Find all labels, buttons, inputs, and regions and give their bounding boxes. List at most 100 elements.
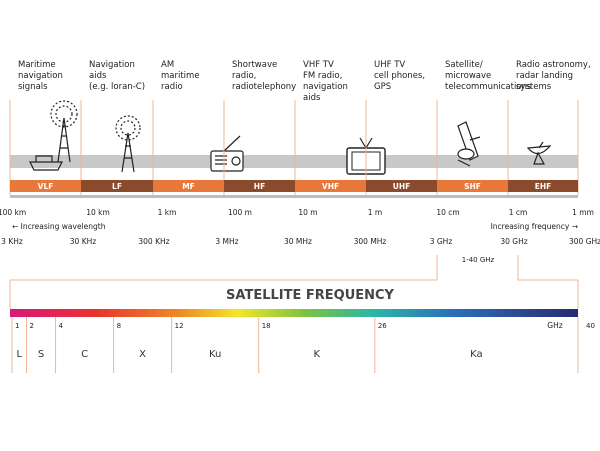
column-label: radio bbox=[161, 82, 183, 92]
dish-stand bbox=[533, 141, 546, 165]
unit-label: GHz bbox=[547, 321, 562, 330]
frequency-label: 3 KHz bbox=[1, 237, 23, 246]
satellite-dish bbox=[457, 148, 475, 160]
tick-label: 12 bbox=[175, 322, 184, 330]
column-label: GPS bbox=[374, 82, 391, 92]
band-block bbox=[10, 180, 81, 192]
dish-icon bbox=[526, 145, 552, 155]
column-label: signals bbox=[18, 82, 48, 92]
signal-icon bbox=[115, 115, 141, 141]
frequency-label: 300 GHz bbox=[569, 237, 600, 246]
tick-label: 1 bbox=[15, 322, 19, 330]
frequency-note: Increasing frequency → bbox=[491, 222, 578, 231]
range-bracket bbox=[9, 255, 579, 309]
wavelength-label: 10 cm bbox=[436, 208, 459, 217]
column-label: navigation bbox=[303, 82, 348, 92]
column-label: Satellite/ bbox=[445, 60, 483, 70]
frequency-label: 300 KHz bbox=[138, 237, 169, 246]
rainbow-bar bbox=[10, 309, 578, 317]
band-block bbox=[81, 180, 153, 192]
column-label: Radio astronomy, bbox=[516, 60, 591, 70]
column-label: Maritime bbox=[18, 60, 56, 70]
radio-icon bbox=[210, 150, 244, 172]
tick-label: 8 bbox=[117, 322, 121, 330]
column-label: AM bbox=[161, 60, 174, 70]
radio-antenna bbox=[215, 135, 241, 165]
band-block bbox=[224, 180, 295, 192]
band-block bbox=[437, 180, 508, 192]
column-label: maritime bbox=[161, 71, 200, 81]
bracket-left bbox=[10, 255, 438, 281]
band-label: VLF bbox=[38, 182, 54, 191]
tick-label: 40 bbox=[586, 322, 595, 330]
column-label: cell phones, bbox=[374, 71, 425, 81]
wavelength-label: 1 mm bbox=[572, 208, 594, 217]
column-label: Shortwave bbox=[232, 60, 277, 70]
column-label: microwave bbox=[445, 71, 491, 81]
tick-label: 4 bbox=[59, 322, 64, 330]
band-label: LF bbox=[112, 182, 122, 191]
frequency-label: 30 MHz bbox=[284, 237, 312, 246]
radio-dial bbox=[231, 156, 241, 166]
column-label: aids bbox=[89, 71, 107, 81]
column-label: UHF TV bbox=[374, 60, 405, 70]
column-label: navigation bbox=[18, 71, 63, 81]
band-block bbox=[508, 180, 578, 192]
column-label: radiotelephony bbox=[232, 82, 296, 92]
wavelength-label: 10 km bbox=[86, 208, 110, 217]
frequency-label: 30 GHz bbox=[500, 237, 527, 246]
band-label: SHF bbox=[464, 182, 481, 191]
column-label: (e.g. loran-C) bbox=[89, 82, 145, 92]
wavelength-label: 1 km bbox=[158, 208, 177, 217]
band-label: MF bbox=[182, 182, 195, 191]
column-label: radio, bbox=[232, 71, 256, 81]
band-block bbox=[295, 180, 366, 192]
gray-band bbox=[10, 155, 578, 168]
column-label: telecommunications bbox=[445, 82, 532, 92]
frequency-label: 3 GHz bbox=[430, 237, 453, 246]
range-label: 1-40 GHz bbox=[462, 256, 495, 264]
tick-label: 26 bbox=[378, 322, 387, 330]
column-label: aids bbox=[303, 93, 321, 103]
sat-band-label: Ka bbox=[470, 349, 483, 360]
band-label: HF bbox=[254, 182, 265, 191]
frequency-label: 30 KHz bbox=[70, 237, 96, 246]
signal-icon bbox=[50, 100, 78, 128]
wavelength-note: ← Increasing wavelength bbox=[12, 222, 106, 231]
wavelength-label: 10 m bbox=[298, 208, 317, 217]
column-label: FM radio, bbox=[303, 71, 342, 81]
column-label: radar landing bbox=[516, 71, 573, 81]
tick-label: 2 bbox=[30, 322, 34, 330]
band-block bbox=[366, 180, 437, 192]
column-label: systems bbox=[516, 82, 552, 92]
icons bbox=[29, 100, 552, 175]
bracket-right bbox=[517, 255, 578, 281]
frequency-label: 300 MHz bbox=[354, 237, 387, 246]
column-label: VHF TV bbox=[303, 60, 334, 70]
sat-band-label: X bbox=[139, 349, 146, 360]
column-label: Navigation bbox=[89, 60, 135, 70]
sat-band-label: S bbox=[38, 349, 44, 360]
bracket-drops bbox=[9, 280, 579, 309]
band-label: VHF bbox=[322, 182, 339, 191]
sat-band-label: K bbox=[313, 349, 320, 360]
sat-band-label: C bbox=[81, 349, 88, 360]
band-label: UHF bbox=[393, 182, 411, 191]
tower-icon bbox=[121, 132, 135, 173]
satellite-parts bbox=[457, 136, 481, 167]
frequency-label: 3 MHz bbox=[215, 237, 238, 246]
wavelength-label: 100 km bbox=[0, 208, 26, 217]
sat-band-label: Ku bbox=[209, 349, 221, 360]
satellite-title: SATELLITE FREQUENCY bbox=[226, 288, 395, 303]
band-block bbox=[153, 180, 224, 192]
wavelength-label: 100 m bbox=[228, 208, 252, 217]
ship-icon bbox=[29, 155, 63, 171]
sat-band-label: L bbox=[16, 349, 22, 360]
wavelength-label: 1 m bbox=[368, 208, 382, 217]
tick-label: 18 bbox=[262, 322, 271, 330]
gray-rule bbox=[10, 195, 578, 198]
signal-icon bbox=[120, 120, 136, 136]
band-label: EHF bbox=[535, 182, 552, 191]
tower-icon bbox=[57, 117, 71, 163]
